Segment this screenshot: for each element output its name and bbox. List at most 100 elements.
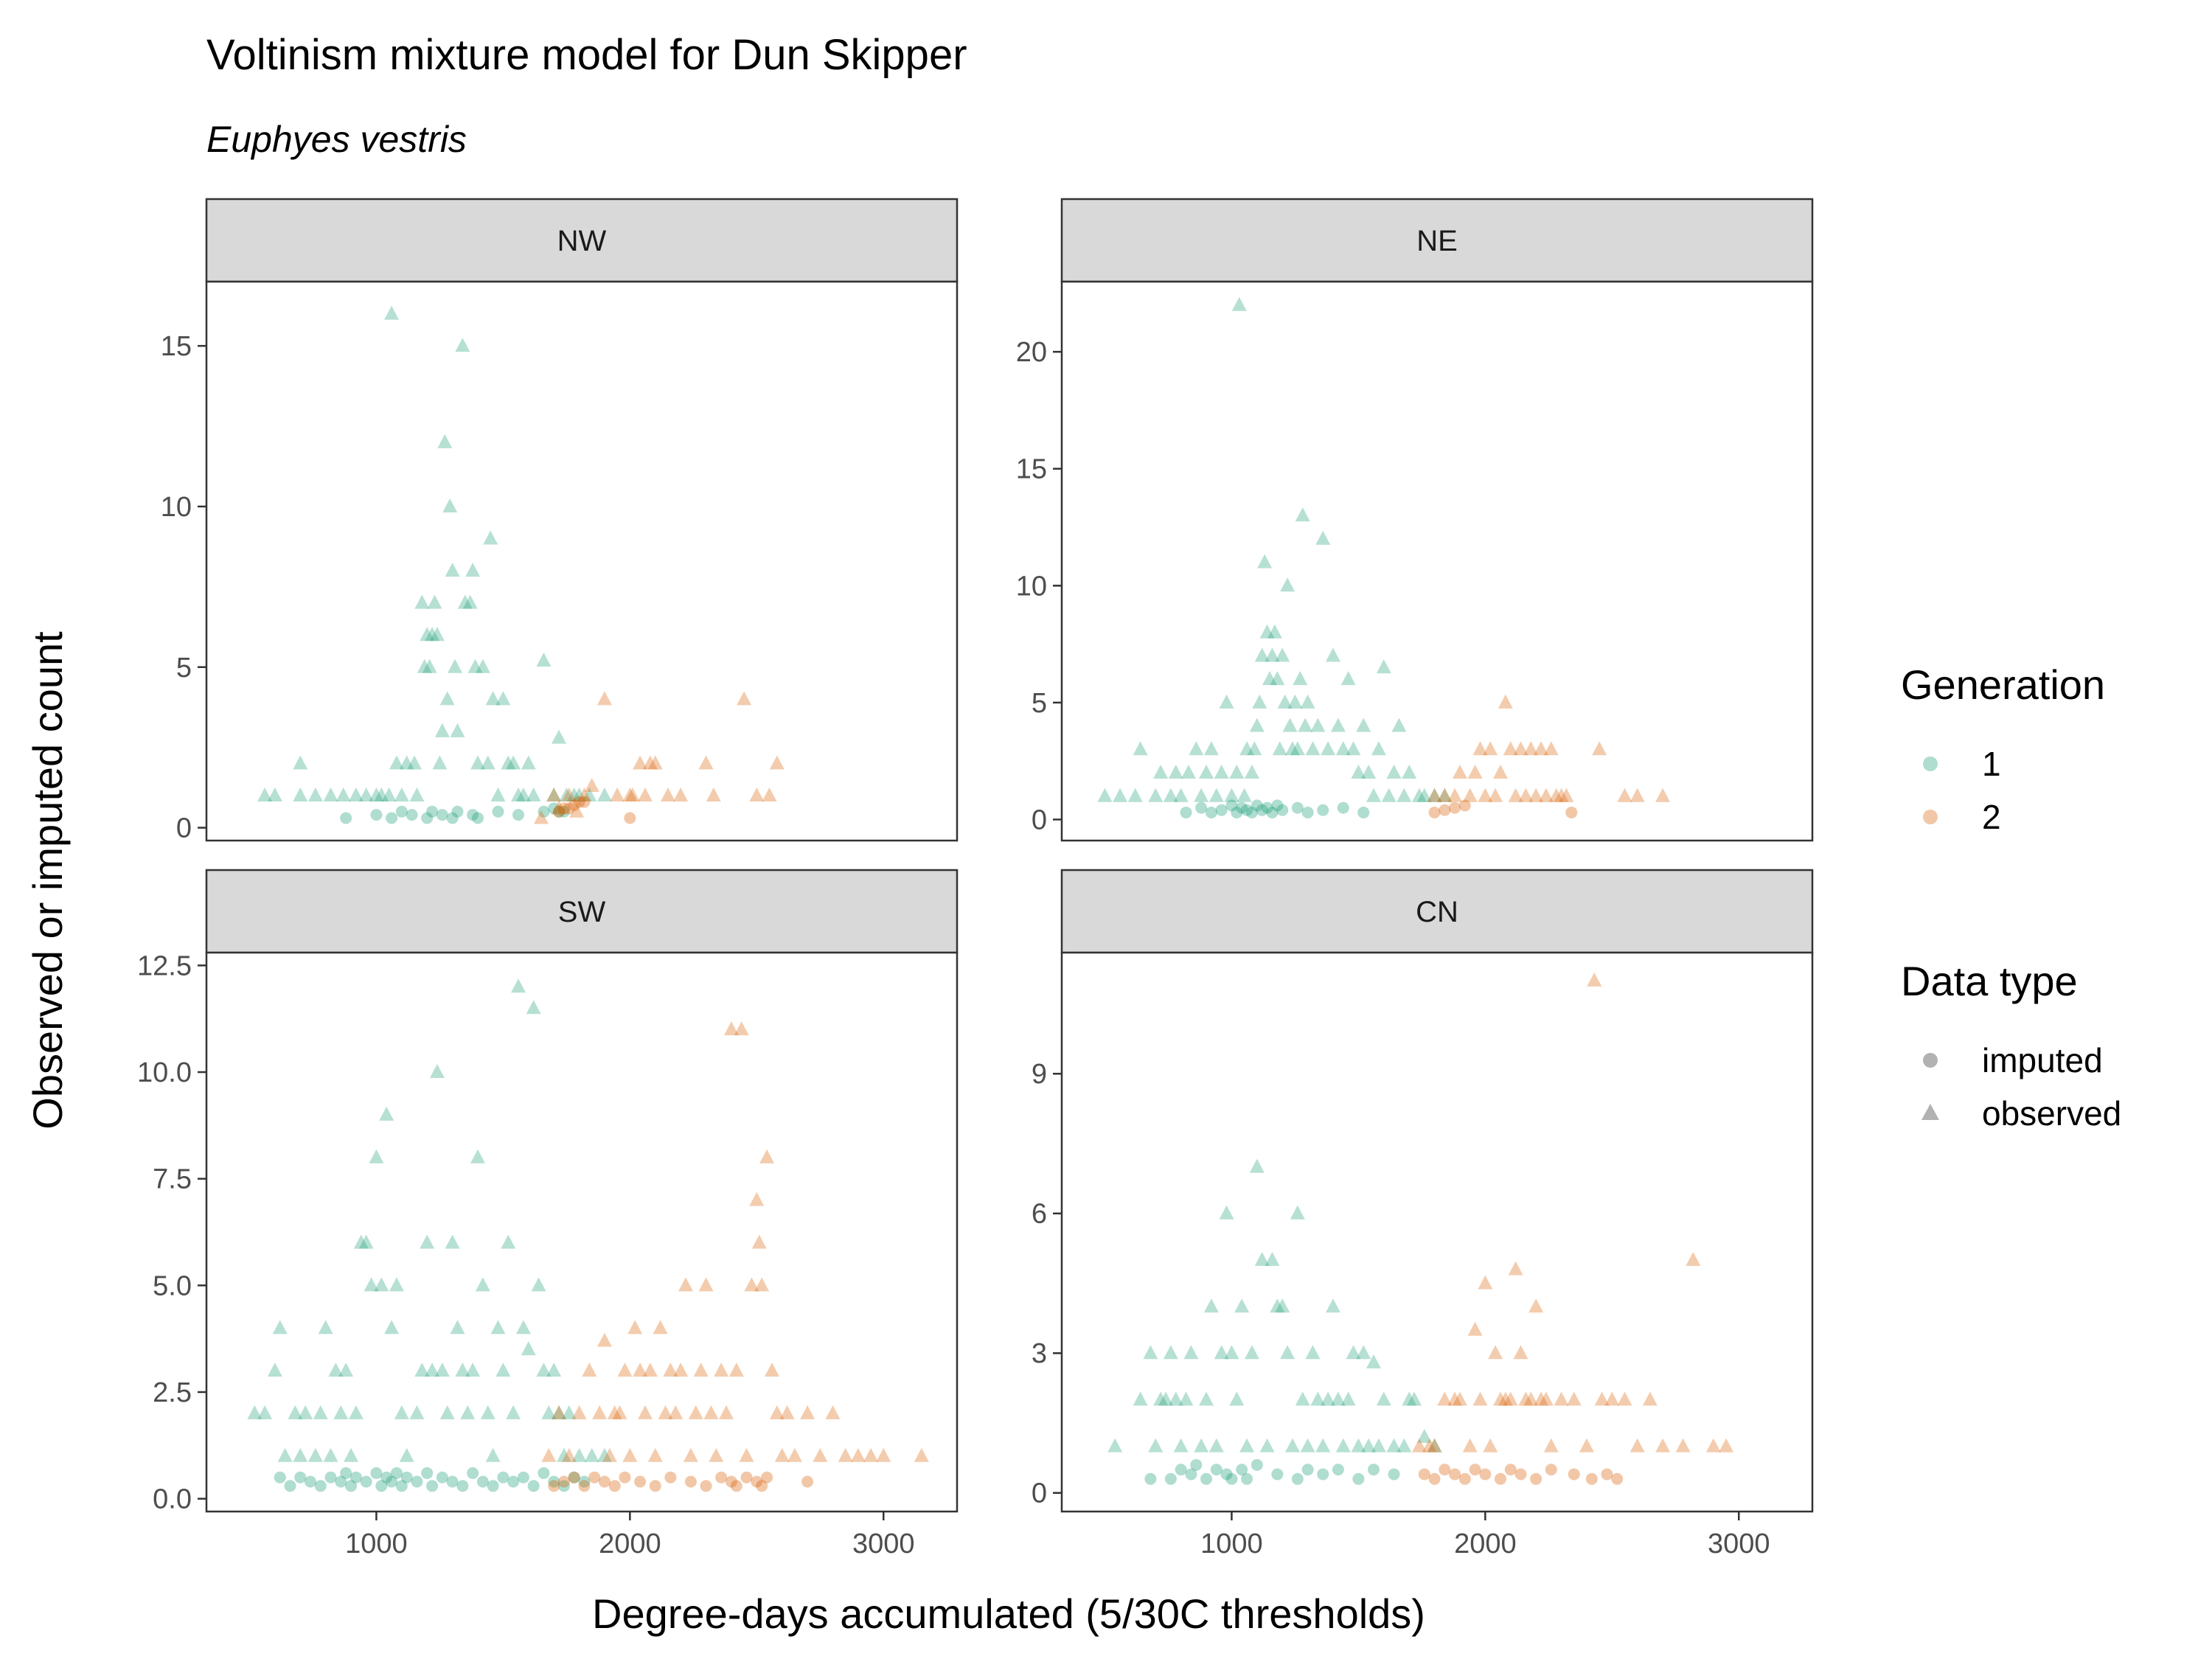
data-point-observed-gen2 — [749, 787, 765, 802]
legend: Generation 1 2 Data type imputed observe… — [1901, 661, 2121, 1133]
data-point-observed-gen2 — [787, 1447, 802, 1462]
data-point-observed-gen1 — [358, 787, 374, 802]
data-point-observed-gen1 — [1265, 647, 1280, 662]
data-point-imputed-gen1 — [1332, 1464, 1344, 1476]
data-point-observed-gen1 — [399, 1447, 414, 1462]
data-point-observed-gen2 — [739, 1447, 754, 1462]
data-point-observed-gen1 — [338, 1363, 354, 1377]
data-point-imputed-gen1 — [553, 805, 566, 818]
data-point-observed-gen1 — [1143, 1345, 1158, 1360]
data-point-observed-gen1 — [531, 1277, 546, 1292]
data-point-observed-gen2 — [637, 1405, 653, 1419]
data-point-observed-gen1 — [1173, 1438, 1189, 1453]
data-point-observed-gen1 — [1262, 671, 1278, 686]
data-point-imputed-gen2 — [1439, 804, 1451, 816]
data-point-observed-gen2 — [597, 691, 612, 706]
data-point-observed-gen1 — [288, 1405, 303, 1419]
data-point-observed-gen1 — [552, 1405, 567, 1419]
data-point-observed-gen2 — [1554, 787, 1569, 802]
data-point-observed-gen1 — [293, 755, 308, 770]
data-point-observed-gen1 — [584, 1447, 599, 1462]
data-point-imputed-gen2 — [730, 1480, 742, 1492]
data-point-observed-gen1 — [1340, 671, 1356, 686]
x-tick-label: 3000 — [852, 1528, 915, 1559]
data-point-imputed-gen1 — [274, 1471, 286, 1484]
data-point-observed-gen2 — [688, 1405, 703, 1419]
data-point-observed-gen2 — [633, 1363, 648, 1377]
data-point-observed-gen1 — [1330, 717, 1346, 732]
data-point-observed-gen1 — [407, 755, 422, 770]
data-point-imputed-gen1 — [471, 812, 484, 824]
data-point-imputed-gen2 — [553, 805, 566, 818]
data-point-observed-gen1 — [1183, 1345, 1199, 1360]
data-point-observed-gen1 — [1290, 741, 1305, 756]
data-point-imputed-gen2 — [1449, 1468, 1461, 1481]
data-point-observed-gen1 — [1310, 1391, 1326, 1406]
data-point-observed-gen1 — [457, 594, 473, 609]
data-point-observed-gen1 — [422, 658, 437, 673]
data-point-observed-gen1 — [1402, 1391, 1417, 1406]
data-point-imputed-gen2 — [1585, 1472, 1598, 1485]
data-point-imputed-gen1 — [1241, 804, 1253, 816]
data-point-observed-gen2 — [1523, 1391, 1539, 1406]
data-point-observed-gen1 — [1107, 1438, 1123, 1453]
data-point-observed-gen2 — [597, 1332, 612, 1347]
y-tick-label: 6 — [1032, 1199, 1047, 1230]
data-point-observed-gen2 — [673, 787, 689, 802]
data-point-observed-gen1 — [1265, 1251, 1280, 1266]
data-point-observed-gen2 — [769, 1405, 785, 1419]
data-point-observed-gen1 — [1254, 1251, 1270, 1266]
data-point-imputed-gen2 — [715, 1471, 728, 1484]
data-point-imputed-gen1 — [1236, 801, 1248, 814]
data-point-observed-gen1 — [1270, 671, 1285, 686]
data-point-observed-gen1 — [556, 1447, 571, 1462]
data-point-observed-gen2 — [658, 1405, 673, 1419]
data-point-imputed-gen1 — [1301, 1464, 1314, 1476]
data-point-observed-gen1 — [381, 787, 397, 802]
y-tick-label: 0.0 — [153, 1484, 192, 1515]
data-point-observed-gen2 — [1587, 972, 1602, 987]
data-point-observed-gen2 — [569, 803, 585, 818]
data-point-observed-gen1 — [1229, 765, 1245, 779]
strip-background — [1060, 198, 1814, 283]
data-point-observed-gen1 — [389, 755, 404, 770]
data-point-observed-gen2 — [1472, 1391, 1488, 1406]
data-point-observed-gen1 — [501, 755, 516, 770]
y-tick-label: 20 — [1016, 337, 1047, 368]
data-point-imputed-gen2 — [1611, 1472, 1624, 1485]
data-point-observed-gen2 — [660, 787, 675, 802]
data-point-observed-gen1 — [455, 1363, 470, 1377]
data-point-imputed-gen1 — [1291, 1472, 1304, 1485]
data-point-observed-gen1 — [1153, 765, 1169, 779]
panel-border — [1060, 951, 1814, 1513]
data-point-imputed-gen2 — [573, 796, 585, 808]
data-point-observed-gen2 — [1528, 787, 1544, 802]
data-point-imputed-gen2 — [1418, 1468, 1430, 1481]
data-point-observed-gen1 — [1391, 717, 1407, 732]
data-point-observed-gen2 — [751, 1234, 767, 1249]
data-point-observed-gen2 — [1566, 1391, 1582, 1406]
data-point-observed-gen1 — [536, 653, 552, 667]
data-point-observed-gen2 — [1427, 1438, 1442, 1453]
data-point-imputed-gen1 — [1276, 804, 1289, 816]
data-point-observed-gen2 — [1462, 787, 1478, 802]
data-point-observed-gen1 — [1305, 741, 1321, 756]
data-point-observed-gen2 — [1452, 765, 1467, 779]
data-point-observed-gen1 — [1180, 765, 1196, 779]
data-point-observed-gen1 — [470, 1149, 485, 1164]
data-point-observed-gen1 — [465, 1363, 481, 1377]
strip-background — [205, 198, 959, 283]
y-tick-label: 15 — [1016, 454, 1047, 485]
data-point-observed-gen1 — [1219, 1205, 1234, 1220]
data-point-observed-gen2 — [693, 1363, 709, 1377]
data-point-observed-gen2 — [617, 1363, 633, 1377]
data-point-observed-gen1 — [1351, 765, 1366, 779]
data-point-observed-gen1 — [434, 1363, 450, 1377]
data-point-imputed-gen1 — [1271, 799, 1284, 812]
data-point-observed-gen1 — [323, 787, 338, 802]
x-tick-label: 2000 — [1454, 1528, 1517, 1559]
data-point-observed-gen2 — [647, 1447, 663, 1462]
y-tick-label: 5 — [176, 653, 192, 684]
data-point-observed-gen2 — [1437, 1391, 1453, 1406]
